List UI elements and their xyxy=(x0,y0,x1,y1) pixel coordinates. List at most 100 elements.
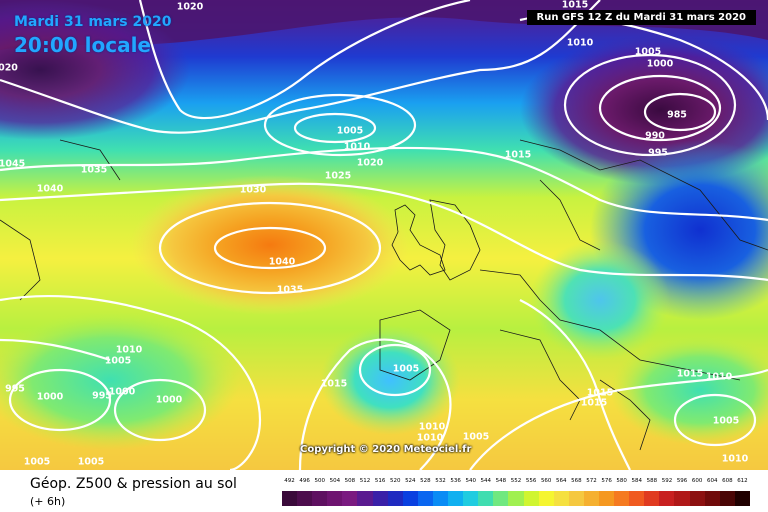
isobar-label: 1010 xyxy=(417,433,444,444)
legend-swatch xyxy=(387,491,403,506)
legend-tick-label: 560 xyxy=(540,478,552,484)
legend-swatch xyxy=(523,491,539,506)
isobar-lines xyxy=(0,0,768,470)
legend-tick-label: 496 xyxy=(299,478,310,484)
isobar-label: 1015 xyxy=(562,0,588,11)
legend-tick-label: 612 xyxy=(737,478,748,484)
legend-tick-label: 608 xyxy=(722,478,733,484)
legend-tick-label: 536 xyxy=(450,478,461,484)
isobar-label: 1010 xyxy=(567,38,594,49)
legend-swatch xyxy=(327,491,343,506)
field-high xyxy=(130,175,410,315)
legend-tick-label: 544 xyxy=(480,478,492,484)
legend-tick-label: 512 xyxy=(359,478,371,484)
isobar-label: 1010 xyxy=(419,422,446,433)
isobar-label: 995 xyxy=(648,148,668,159)
legend-swatch xyxy=(508,491,524,506)
legend-tick-label: 596 xyxy=(676,478,688,484)
run-label: Run GFS 12 Z du Mardi 31 mars 2020 xyxy=(526,10,756,25)
legend-labels: 492 496 500 504 508 512 516 520 524 528 532 536 540 5… xyxy=(282,478,750,490)
isobar-label: 990 xyxy=(645,131,665,142)
map-svg: 1020 1015 1010 1005 1000 985 990 995 020… xyxy=(0,0,768,470)
field-green-se xyxy=(610,335,768,445)
legend-tick-label: 532 xyxy=(435,478,446,484)
legend-swatch xyxy=(689,491,705,506)
legend-swatch xyxy=(282,491,298,506)
legend-swatch xyxy=(478,491,494,506)
legend-tick-label: 520 xyxy=(389,478,401,484)
legend-tick-label: 572 xyxy=(586,478,597,484)
map-caption: Géop. Z500 & pression au sol xyxy=(30,476,237,492)
isobar-label: 1000 xyxy=(109,387,136,398)
field-trough-cyan xyxy=(530,240,670,360)
legend-swatch xyxy=(704,491,720,506)
legend-swatch xyxy=(297,491,313,506)
legend-swatch xyxy=(553,491,569,506)
isobar-label: 1035 xyxy=(277,285,303,296)
isobar-label: 020 xyxy=(0,63,18,74)
legend-swatch xyxy=(357,491,373,506)
legend-swatch xyxy=(432,491,449,506)
isobar-label: 1040 xyxy=(269,257,296,268)
isobar-label: 1025 xyxy=(325,171,351,182)
footer-panel: Géop. Z500 & pression au sol (+ 6h) 492 4… xyxy=(0,470,768,512)
legend-tick-label: 504 xyxy=(329,478,341,484)
legend-swatch xyxy=(583,491,599,506)
isobar-label: 1015 xyxy=(581,398,607,409)
legend-tick-label: 576 xyxy=(601,478,612,484)
legend-swatch xyxy=(629,491,645,506)
isobar-label: 1010 xyxy=(344,142,371,153)
legend-tick-label: 584 xyxy=(631,478,643,484)
legend-swatch xyxy=(463,491,479,506)
isobar-label: 995 xyxy=(92,391,112,402)
legend-tick-label: 552 xyxy=(510,478,522,484)
isobar-label: 1005 xyxy=(713,416,739,427)
weather-map: 1020 1015 1010 1005 1000 985 990 995 020… xyxy=(0,0,768,470)
legend-swatch xyxy=(614,491,630,506)
isobar-label: 1015 xyxy=(505,150,531,161)
isobar-label: 1000 xyxy=(156,395,183,406)
isobar-label: 1015 xyxy=(677,369,703,380)
isobar-label: 1030 xyxy=(240,185,267,196)
legend-tick-label: 492 xyxy=(284,478,295,484)
legend-tick-label: 508 xyxy=(344,478,356,484)
isobar-label: 1035 xyxy=(81,165,107,176)
isobar-label: 1010 xyxy=(116,345,143,356)
legend-tick-label: 500 xyxy=(314,478,325,484)
legend-swatch xyxy=(538,491,554,506)
isobar-label: 1005 xyxy=(463,432,489,443)
isobar-label: 1000 xyxy=(37,392,64,403)
legend-tick-label: 516 xyxy=(374,478,386,484)
legend-swatch xyxy=(674,491,690,506)
isobar-label: 1020 xyxy=(177,2,204,13)
legend-tick-label: 592 xyxy=(661,478,673,484)
time-label: 20:00 locale xyxy=(14,33,151,57)
legend-swatch xyxy=(342,491,358,506)
date-label: Mardi 31 mars 2020 xyxy=(14,14,172,30)
legend-swatch xyxy=(312,491,328,506)
isobar-label: 1005 xyxy=(393,364,419,375)
isobar-label: 1005 xyxy=(105,356,131,367)
legend-swatch xyxy=(493,491,509,506)
isobar-label: 995 xyxy=(5,384,25,395)
legend-tick-label: 540 xyxy=(465,478,476,484)
legend-tick-label: 524 xyxy=(405,478,416,484)
isobar-labels: 1020 1015 1010 1005 1000 985 990 995 020… xyxy=(0,0,749,468)
isobar-label: 1005 xyxy=(635,47,661,58)
isobar-label: 1000 xyxy=(647,59,674,70)
legend-tick-label: 588 xyxy=(646,478,658,484)
legend-tick-label: 600 xyxy=(691,478,703,484)
isobar-label: 1010 xyxy=(706,372,733,383)
legend-swatch xyxy=(659,491,675,506)
isobar-label: 1020 xyxy=(357,158,384,169)
legend-swatch xyxy=(568,491,584,506)
isobar-label: 1005 xyxy=(24,457,50,468)
legend-swatch xyxy=(372,491,388,506)
legend-swatch xyxy=(598,491,615,506)
legend-tick-label: 528 xyxy=(420,478,431,484)
field-low-nw xyxy=(0,0,190,140)
legend-swatch xyxy=(734,491,750,506)
legend-bar xyxy=(282,491,750,506)
copyright-label: Copyright © 2020 Meteociel.fr xyxy=(300,444,472,455)
